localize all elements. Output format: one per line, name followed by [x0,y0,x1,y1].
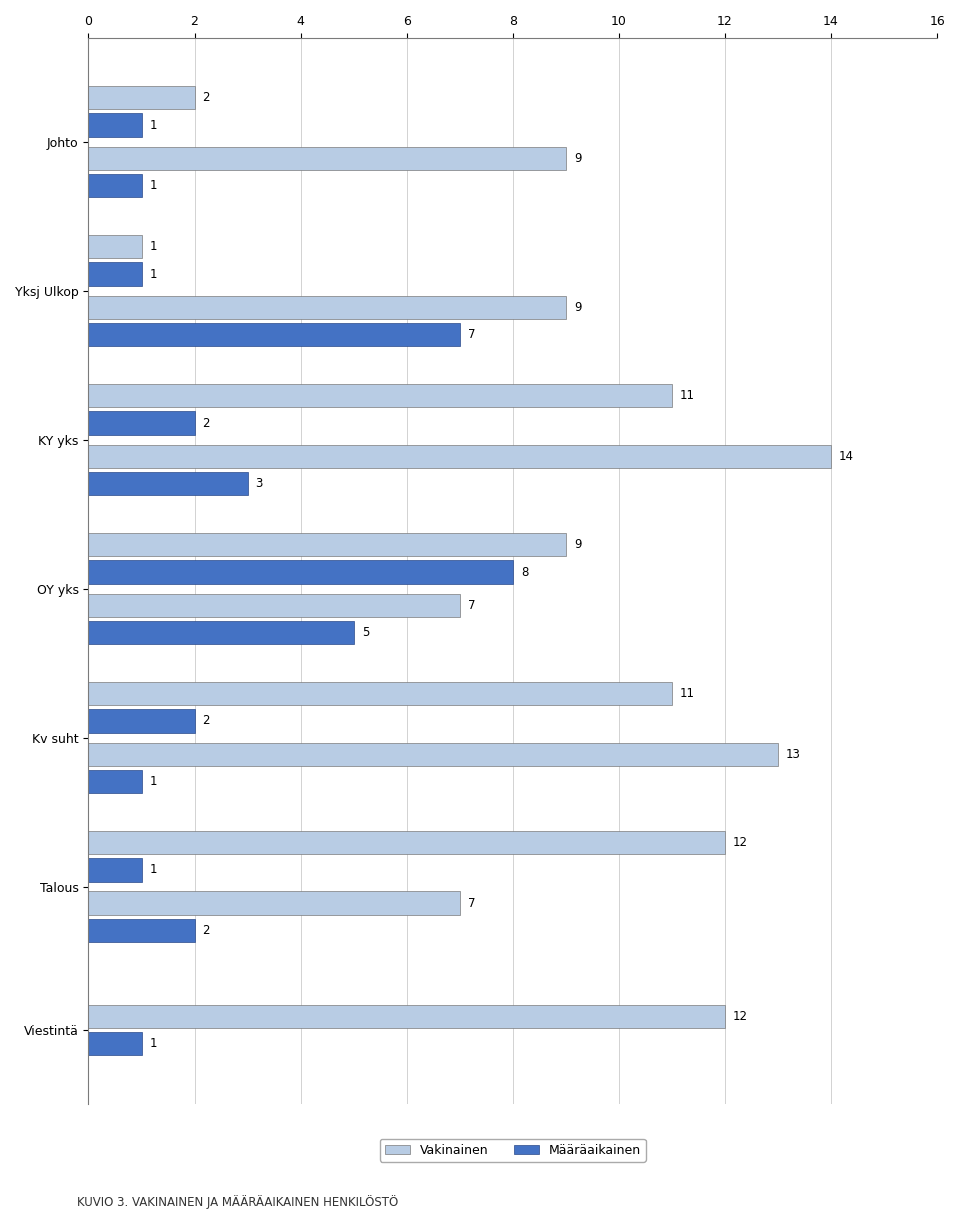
Bar [88,858,141,881]
Bar [88,174,141,197]
Text: 7: 7 [468,598,475,612]
Bar [88,769,141,793]
Text: 1: 1 [150,118,157,132]
Bar [88,471,248,495]
Bar [88,831,725,854]
Text: 12: 12 [732,1009,748,1023]
Bar [88,262,141,286]
Bar [88,384,672,407]
Text: 12: 12 [732,836,748,849]
Bar [88,593,460,617]
Bar [88,295,565,319]
Bar [88,620,353,644]
Bar [88,1004,725,1028]
Text: 13: 13 [786,747,801,761]
Text: 11: 11 [680,389,695,403]
Bar [88,444,831,468]
Text: 3: 3 [255,476,263,490]
Bar [88,682,672,705]
Bar [88,891,460,915]
Bar [88,1033,141,1055]
Bar [88,411,195,435]
Bar [88,146,565,170]
Bar [88,742,778,766]
Text: 1: 1 [150,267,157,281]
Bar [88,113,141,137]
Text: 2: 2 [203,924,210,937]
Text: 1: 1 [150,1038,157,1050]
Bar [88,323,460,346]
Text: 8: 8 [520,565,528,579]
Text: 7: 7 [468,327,475,341]
Bar [88,235,141,259]
Text: 2: 2 [203,416,210,430]
Text: 5: 5 [362,625,369,639]
Bar [88,86,195,110]
Text: 9: 9 [574,300,582,314]
Text: 2: 2 [203,91,210,105]
Text: 14: 14 [839,449,854,463]
Text: KUVIO 3. VAKINAINEN JA MÄÄRÄAIKAINEN HENKILÖSTÖ: KUVIO 3. VAKINAINEN JA MÄÄRÄAIKAINEN HEN… [77,1195,398,1209]
Text: 1: 1 [150,240,157,254]
Text: 11: 11 [680,687,695,700]
Text: 9: 9 [574,151,582,165]
Text: 9: 9 [574,538,582,551]
Bar [88,533,565,556]
Text: 2: 2 [203,714,210,728]
Bar [88,560,513,583]
Bar [88,918,195,942]
Text: 7: 7 [468,896,475,910]
Text: 1: 1 [150,774,157,788]
Legend: Vakinainen, Määräaikainen: Vakinainen, Määräaikainen [380,1139,646,1162]
Text: 1: 1 [150,178,157,192]
Text: 1: 1 [150,863,157,876]
Bar [88,709,195,732]
